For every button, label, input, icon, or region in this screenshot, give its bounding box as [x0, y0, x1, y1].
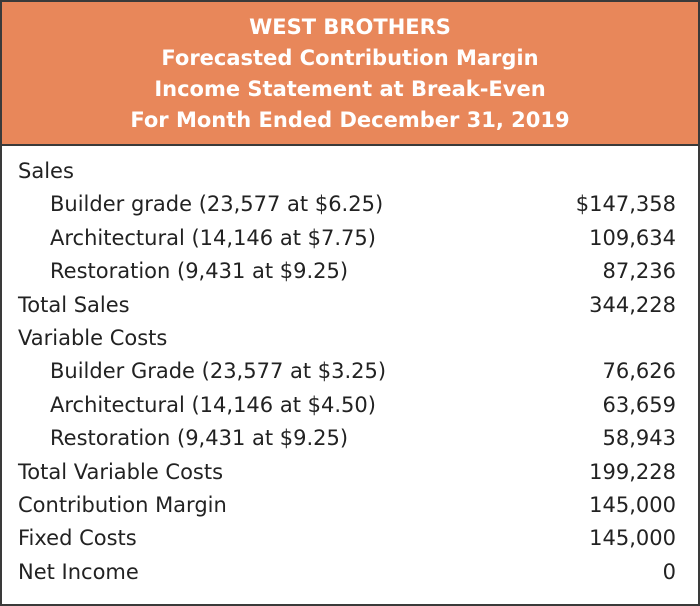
- row-label: Net Income: [18, 559, 139, 584]
- row-amount: 199,228: [589, 459, 676, 484]
- row-label: Contribution Margin: [18, 492, 227, 517]
- row-label: Fixed Costs: [18, 526, 137, 551]
- statement-row: Builder Grade (23,577 at $3.25) 76,626: [2, 355, 698, 388]
- row-amount: 0: [662, 559, 676, 584]
- statement-row: Total Sales 344,228: [2, 289, 698, 322]
- row-amount: 87,236: [602, 259, 676, 284]
- row-amount: 58,943: [602, 426, 676, 451]
- row-label: Restoration (9,431 at $9.25): [50, 259, 349, 284]
- statement-row: Variable Costs: [2, 322, 698, 355]
- row-amount: 145,000: [589, 526, 676, 551]
- statement-row: Builder grade (23,577 at $6.25) $147,358: [2, 188, 698, 221]
- statement-row: Net Income 0: [2, 556, 698, 589]
- statement-row: Restoration (9,431 at $9.25) 58,943: [2, 422, 698, 455]
- company-name: WEST BROTHERS: [249, 15, 451, 39]
- row-amount: 63,659: [602, 392, 676, 417]
- header: WEST BROTHERS Forecasted Contribution Ma…: [2, 2, 698, 146]
- row-amount: 76,626: [602, 359, 676, 384]
- row-amount: 344,228: [589, 292, 676, 317]
- statement-title: Forecasted Contribution Margin: [161, 46, 539, 70]
- row-label: Sales: [18, 159, 74, 183]
- statement-row: Sales: [2, 155, 698, 188]
- row-label: Variable Costs: [18, 325, 168, 350]
- statement-row: Architectural (14,146 at $7.75) 109,634: [2, 222, 698, 255]
- row-label: Total Variable Costs: [18, 459, 224, 484]
- row-label: Architectural (14,146 at $7.75): [50, 225, 376, 250]
- row-label: Architectural (14,146 at $4.50): [50, 392, 376, 417]
- statement-row: Restoration (9,431 at $9.25) 87,236: [2, 255, 698, 288]
- row-label: Builder Grade (23,577 at $3.25): [50, 359, 387, 384]
- statement-row: Architectural (14,146 at $4.50) 63,659: [2, 389, 698, 422]
- row-label: Restoration (9,431 at $9.25): [50, 426, 349, 451]
- statement-body: Sales Builder grade (23,577 at $6.25) $147…: [2, 146, 698, 589]
- statement-row: Contribution Margin 145,000: [2, 489, 698, 522]
- row-amount: 109,634: [589, 225, 676, 250]
- row-label: Builder grade (23,577 at $6.25): [50, 192, 384, 217]
- statement-title: Income Statement at Break-Even: [154, 77, 546, 101]
- statement-period: For Month Ended December 31, 2019: [130, 108, 570, 132]
- statement-row: Total Variable Costs 199,228: [2, 456, 698, 489]
- row-amount: $147,358: [575, 192, 676, 217]
- row-label: Total Sales: [18, 292, 130, 317]
- row-amount: 145,000: [589, 492, 676, 517]
- statement-row: Fixed Costs 145,000: [2, 522, 698, 555]
